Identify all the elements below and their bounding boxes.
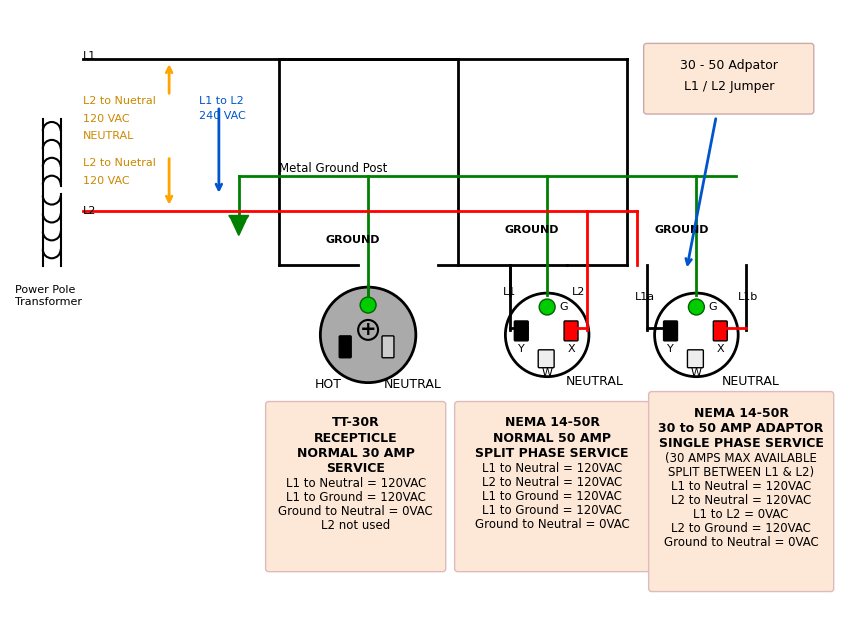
Text: W: W <box>542 368 553 378</box>
FancyBboxPatch shape <box>514 321 528 341</box>
Text: SERVICE: SERVICE <box>327 462 385 475</box>
Text: L2 to Nuetral: L2 to Nuetral <box>83 158 155 168</box>
Text: 120 VAC: 120 VAC <box>83 114 129 124</box>
Text: Y: Y <box>518 344 525 354</box>
Text: L2: L2 <box>572 287 586 297</box>
Text: W: W <box>691 368 702 378</box>
Text: Y: Y <box>667 344 674 354</box>
Text: SPLIT BETWEEN L1 & L2): SPLIT BETWEEN L1 & L2) <box>668 466 814 479</box>
Text: GROUND: GROUND <box>505 226 560 235</box>
Text: L1 to Neutral = 120VAC: L1 to Neutral = 120VAC <box>671 480 811 493</box>
Text: L1b: L1b <box>738 292 758 302</box>
Text: L1 to Neutral = 120VAC: L1 to Neutral = 120VAC <box>482 462 622 475</box>
FancyBboxPatch shape <box>266 402 446 572</box>
Text: GROUND: GROUND <box>326 235 381 245</box>
Text: L1 to L2 = 0VAC: L1 to L2 = 0VAC <box>694 508 789 521</box>
Text: 240 VAC: 240 VAC <box>199 111 246 121</box>
FancyBboxPatch shape <box>339 336 351 358</box>
FancyBboxPatch shape <box>649 392 834 592</box>
Text: X: X <box>717 344 724 354</box>
Text: L1a: L1a <box>635 292 655 302</box>
Text: 30 to 50 AMP ADAPTOR: 30 to 50 AMP ADAPTOR <box>658 422 824 435</box>
Text: L2 to Neutral = 120VAC: L2 to Neutral = 120VAC <box>482 476 622 489</box>
Text: L1 to L2: L1 to L2 <box>199 96 244 106</box>
Text: NEMA 14-50R: NEMA 14-50R <box>694 407 788 419</box>
Text: (30 AMPS MAX AVAILABLE: (30 AMPS MAX AVAILABLE <box>665 452 817 465</box>
Text: GROUND: GROUND <box>654 226 709 235</box>
FancyBboxPatch shape <box>713 321 728 341</box>
Text: SPLIT PHASE SERVICE: SPLIT PHASE SERVICE <box>475 447 629 460</box>
Polygon shape <box>232 221 246 235</box>
Text: NEUTRAL: NEUTRAL <box>722 374 780 388</box>
Text: L2 to Ground = 120VAC: L2 to Ground = 120VAC <box>671 522 811 535</box>
Text: NEMA 14-50R: NEMA 14-50R <box>505 416 599 429</box>
Text: L1: L1 <box>83 51 96 61</box>
Text: G: G <box>708 302 717 312</box>
Text: NORMAL 30 AMP: NORMAL 30 AMP <box>297 447 414 460</box>
Text: NEUTRAL: NEUTRAL <box>384 378 441 391</box>
Text: SINGLE PHASE SERVICE: SINGLE PHASE SERVICE <box>658 437 824 450</box>
Text: 120 VAC: 120 VAC <box>83 176 129 186</box>
Polygon shape <box>229 216 249 231</box>
Text: L2 not used: L2 not used <box>321 519 390 532</box>
FancyBboxPatch shape <box>382 336 394 358</box>
Text: Metal Ground Post: Metal Ground Post <box>279 162 387 175</box>
Text: HOT: HOT <box>315 378 342 391</box>
Circle shape <box>689 299 705 315</box>
FancyBboxPatch shape <box>688 350 703 368</box>
Circle shape <box>539 299 555 315</box>
FancyBboxPatch shape <box>455 402 650 572</box>
Text: 30 - 50 Adpator
L1 / L2 Jumper: 30 - 50 Adpator L1 / L2 Jumper <box>680 59 778 93</box>
Circle shape <box>506 293 589 377</box>
Text: L1: L1 <box>503 287 516 297</box>
FancyBboxPatch shape <box>663 321 678 341</box>
Text: L1 to Neutral = 120VAC: L1 to Neutral = 120VAC <box>285 477 425 490</box>
Text: Power Pole
Transformer: Power Pole Transformer <box>15 285 82 307</box>
FancyBboxPatch shape <box>644 44 814 114</box>
FancyBboxPatch shape <box>564 321 578 341</box>
Text: +: + <box>360 320 376 340</box>
Circle shape <box>360 297 376 313</box>
Text: Ground to Neutral = 0VAC: Ground to Neutral = 0VAC <box>475 518 630 531</box>
Text: NEUTRAL: NEUTRAL <box>83 131 134 141</box>
Text: Ground to Neutral = 0VAC: Ground to Neutral = 0VAC <box>279 505 433 518</box>
Text: L1 to Ground = 120VAC: L1 to Ground = 120VAC <box>482 490 622 503</box>
Circle shape <box>321 287 416 383</box>
Text: L1 to Ground = 120VAC: L1 to Ground = 120VAC <box>286 491 425 504</box>
Text: L2 to Neutral = 120VAC: L2 to Neutral = 120VAC <box>671 494 811 507</box>
Circle shape <box>655 293 738 377</box>
Text: NORMAL 50 AMP: NORMAL 50 AMP <box>493 432 611 445</box>
Text: L1 to Ground = 120VAC: L1 to Ground = 120VAC <box>482 504 622 517</box>
Text: NEUTRAL: NEUTRAL <box>566 374 624 388</box>
Text: X: X <box>567 344 575 354</box>
Text: TT-30R: TT-30R <box>332 416 380 429</box>
FancyBboxPatch shape <box>538 350 555 368</box>
Text: G: G <box>559 302 568 312</box>
Text: RECEPTICLE: RECEPTICLE <box>314 432 398 445</box>
Text: Ground to Neutral = 0VAC: Ground to Neutral = 0VAC <box>663 536 819 549</box>
Text: L2: L2 <box>83 206 96 216</box>
Text: L2 to Nuetral: L2 to Nuetral <box>83 96 155 106</box>
